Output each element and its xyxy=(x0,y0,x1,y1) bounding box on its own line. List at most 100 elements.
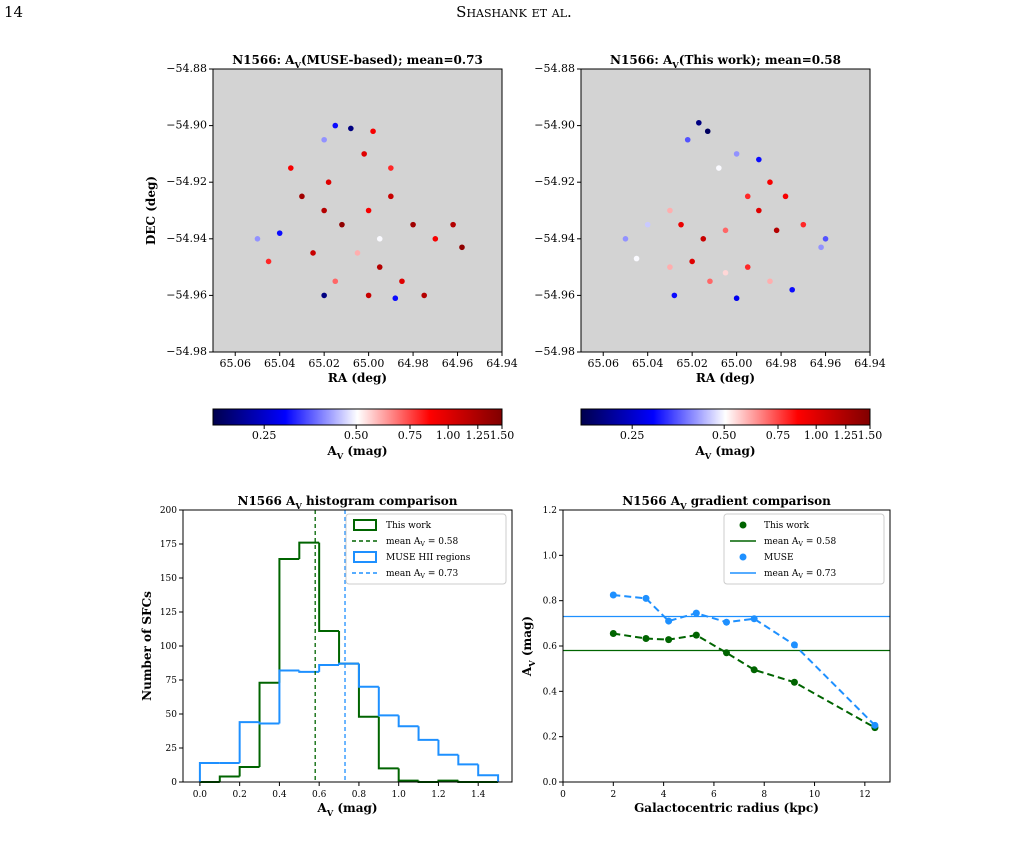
point xyxy=(644,221,651,228)
colorbar-tick-label: 0.75 xyxy=(766,429,791,442)
plot-frame xyxy=(182,509,513,783)
point xyxy=(325,179,332,185)
legend-label: mean AV = 0.73 xyxy=(386,569,459,581)
x-tick-label: 0.2 xyxy=(232,790,246,800)
x-tick-label: 64.94 xyxy=(486,357,518,370)
x-tick-label: 64.98 xyxy=(397,357,429,370)
series-marker xyxy=(665,636,673,644)
point xyxy=(733,151,740,157)
point xyxy=(800,221,807,228)
y-tick-label: −54.98 xyxy=(534,345,575,358)
histogram-step xyxy=(477,764,500,782)
plot-frame xyxy=(212,68,503,353)
point xyxy=(689,258,695,265)
point xyxy=(332,122,339,129)
legend-box xyxy=(723,513,885,585)
x-tick-label: 65.00 xyxy=(721,357,753,370)
colorbar-tick-label: 1.00 xyxy=(436,429,461,442)
x-tick-label: 0.8 xyxy=(352,790,367,800)
x-tick-label: 64.98 xyxy=(765,357,797,370)
plot-frame xyxy=(562,509,891,783)
y-tick-label: −54.90 xyxy=(166,119,207,132)
histogram-step xyxy=(437,739,459,756)
series-marker xyxy=(692,609,700,617)
point xyxy=(459,244,465,251)
series-marker xyxy=(750,615,758,623)
histogram-step xyxy=(298,541,320,559)
point xyxy=(744,193,751,200)
histogram-step xyxy=(338,662,359,666)
legend-marker xyxy=(739,521,747,529)
legend-label: MUSE HII regions xyxy=(386,553,471,563)
y-tick-label: 25 xyxy=(166,744,178,754)
x-tick-label: 65.06 xyxy=(219,357,251,370)
point xyxy=(288,165,294,171)
legend-label: This work xyxy=(386,521,432,531)
point xyxy=(789,286,795,293)
x-axis-label: RA (deg) xyxy=(696,371,755,385)
x-tick-label: 1.2 xyxy=(431,790,445,800)
y-tick-label: 0.0 xyxy=(543,778,558,788)
colorbar-tick-label: 0.25 xyxy=(252,429,277,442)
series-marker xyxy=(665,617,673,625)
colorbar-tick-label: 0.50 xyxy=(712,429,737,442)
histogram-step xyxy=(357,663,379,718)
x-tick-label: 4 xyxy=(661,790,667,800)
page-number: 14 xyxy=(4,3,23,21)
point xyxy=(388,193,394,200)
histogram-step xyxy=(278,557,300,683)
histogram-step xyxy=(198,761,220,782)
y-tick-label: 50 xyxy=(166,710,178,720)
y-tick-label: 200 xyxy=(160,506,177,516)
histogram-step xyxy=(238,766,260,777)
point xyxy=(822,236,829,242)
x-tick-label: 0.4 xyxy=(272,790,287,800)
point xyxy=(700,236,707,242)
x-tick-label: 0 xyxy=(560,790,566,800)
y-tick-label: 0.2 xyxy=(543,732,557,742)
point xyxy=(450,221,456,228)
colorbar-label: AV (mag) xyxy=(694,444,755,461)
point xyxy=(410,221,416,228)
histogram-step xyxy=(397,768,419,782)
point xyxy=(399,278,405,285)
x-tick-label: 6 xyxy=(711,790,717,800)
chart-title: N1566: AV(MUSE-based); mean=0.73 xyxy=(232,53,483,70)
colorbar-tick-label: 0.75 xyxy=(398,429,423,442)
running-title: Shashank et al. xyxy=(456,3,572,21)
y-tick-label: −54.88 xyxy=(534,62,575,75)
colorbar-label: AV (mag) xyxy=(326,444,387,461)
colorbar xyxy=(212,408,503,426)
x-tick-label: 65.02 xyxy=(676,357,708,370)
point xyxy=(365,292,372,299)
plot-background xyxy=(213,69,502,352)
x-tick-label: 64.94 xyxy=(854,357,886,370)
histogram-step xyxy=(377,716,399,770)
histogram-step xyxy=(357,663,379,688)
legend-marker xyxy=(739,553,747,561)
point xyxy=(633,255,640,262)
x-tick-label: 0.6 xyxy=(312,790,327,800)
x-axis-label: RA (deg) xyxy=(328,371,387,385)
x-tick-label: 65.02 xyxy=(308,357,340,370)
point xyxy=(667,264,673,270)
histogram-step xyxy=(298,670,320,673)
y-axis-label: DEC (deg) xyxy=(144,176,158,245)
point xyxy=(667,207,673,214)
colorbar-tick-label: 0.50 xyxy=(344,429,369,442)
chart-title: N1566 AV gradient comparison xyxy=(622,494,831,511)
point xyxy=(767,179,773,185)
plot-background xyxy=(581,69,870,352)
point xyxy=(376,236,383,242)
point xyxy=(722,227,729,234)
x-tick-label: 1.0 xyxy=(392,790,407,800)
x-axis-label: AV (mag) xyxy=(316,801,377,818)
colorbar-tick-label: 0.25 xyxy=(620,429,645,442)
series-marker xyxy=(642,635,650,643)
histogram-step xyxy=(258,681,280,768)
x-tick-label: 64.96 xyxy=(442,357,474,370)
histogram-step xyxy=(258,722,280,725)
y-tick-label: −54.92 xyxy=(166,175,207,188)
series-marker xyxy=(609,591,617,599)
y-tick-label: −54.94 xyxy=(166,232,207,245)
